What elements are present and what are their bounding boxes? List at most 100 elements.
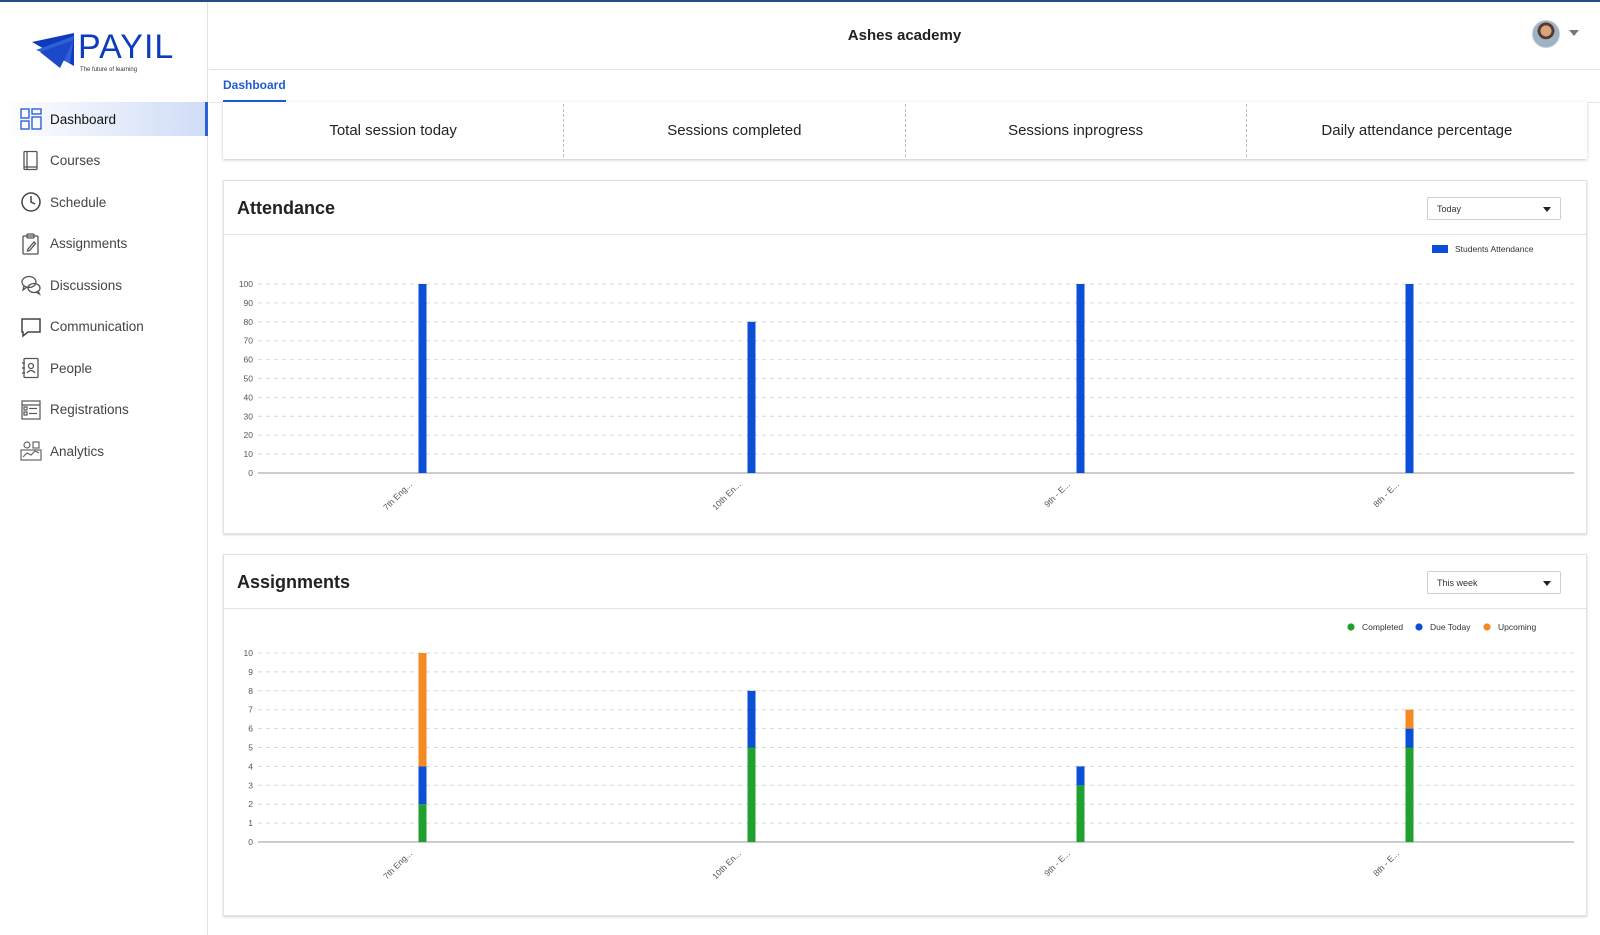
y-tick-label: 6 <box>248 724 253 734</box>
y-tick-label: 2 <box>248 799 253 809</box>
bar-due-today <box>747 690 756 748</box>
clipboard-icon <box>20 232 42 255</box>
caret-down-icon <box>1543 581 1551 586</box>
sidebar-item-label: Discussions <box>50 277 123 293</box>
bar-students-attendance <box>418 284 427 473</box>
form-icon <box>20 399 42 421</box>
legend-dot <box>1347 623 1355 631</box>
x-tick-label: 10th En... <box>710 479 743 512</box>
sidebar-item-label: Schedule <box>50 194 107 210</box>
brand-name: PAYIL <box>78 28 175 66</box>
page-title: Ashes academy <box>847 27 962 44</box>
y-tick-label: 9 <box>248 667 253 677</box>
bar-due-today <box>1405 728 1414 748</box>
sidebar-item-analytics[interactable]: Analytics <box>0 434 208 468</box>
analytics-icon <box>20 440 42 462</box>
x-tick-label: 8th - E... <box>1371 848 1401 878</box>
y-tick-label: 1 <box>248 818 253 828</box>
book-icon <box>20 150 42 172</box>
assignments-period-value: This week <box>1437 578 1478 588</box>
message-icon <box>20 316 42 338</box>
brand-logo[interactable]: PAYIL The future of learning <box>30 26 180 76</box>
legend-label: Students Attendance <box>1455 244 1534 254</box>
y-tick-label: 4 <box>248 761 253 771</box>
sidebar-item-registrations[interactable]: Registrations <box>0 393 208 427</box>
bar-due-today <box>418 766 427 805</box>
y-tick-label: 10 <box>244 449 254 459</box>
top-accent-line <box>0 0 1600 2</box>
caret-down-icon <box>1543 207 1551 212</box>
attendance-chart: 0 10 20 30 40 50 60 70 80 90 100 7th Eng... 10th En.… <box>239 244 1574 512</box>
assignments-period-select[interactable]: This week <box>1427 571 1561 594</box>
y-tick-label: 100 <box>239 279 253 289</box>
payil-logo-icon <box>32 33 74 68</box>
stat-sessions-inprogress: Sessions inprogress <box>906 104 1247 157</box>
y-tick-label: 70 <box>244 336 254 346</box>
y-tick-label: 30 <box>244 411 254 421</box>
bar-completed <box>1076 785 1085 842</box>
bar-completed <box>747 747 756 842</box>
attendance-title: Attendance <box>237 198 336 218</box>
stat-daily-attendance: Daily attendance percentage <box>1321 122 1513 139</box>
assignments-chart: 0 1 2 3 4 5 6 7 8 9 10 7th Eng... 10th En... 9th - E.… <box>244 622 1574 881</box>
contacts-icon <box>20 357 42 379</box>
assignments-card: Assignments This week 0 1 2 3 4 5 6 7 8 9 10 7th En… <box>223 554 1587 916</box>
assignments-title: Assignments <box>237 572 351 592</box>
tab-dashboard[interactable]: Dashboard <box>223 78 286 102</box>
bar-completed <box>418 804 427 842</box>
stat-total-sessions: Total session today <box>223 104 565 157</box>
y-tick-label: 20 <box>244 430 254 440</box>
stats-bar: Total session today Sessions completed S… <box>223 102 1587 159</box>
sidebar-item-label: Communication <box>50 319 144 334</box>
y-tick-label: 7 <box>248 705 253 715</box>
y-tick-label: 10 <box>244 648 254 658</box>
legend-label: Upcoming <box>1498 622 1537 632</box>
sidebar: PAYIL The future of learning Dashboard C… <box>0 2 208 935</box>
top-header: Ashes academy <box>209 2 1600 70</box>
assignments-card-header: Assignments This week <box>224 555 1586 609</box>
bar-students-attendance <box>1076 284 1085 473</box>
sidebar-item-label: Dashboard <box>50 111 117 127</box>
sidebar-nav: Dashboard Courses Schedule Assignments D… <box>0 102 208 476</box>
y-tick-label: 0 <box>248 468 253 478</box>
bar-completed <box>1405 747 1414 842</box>
sidebar-item-label: Registrations <box>50 402 129 417</box>
sidebar-item-dashboard[interactable]: Dashboard <box>0 102 208 136</box>
sidebar-item-discussions[interactable]: Discussions <box>0 268 208 302</box>
sidebar-item-schedule[interactable]: Schedule <box>0 185 208 219</box>
legend-label: Due Today <box>1430 622 1471 632</box>
sidebar-item-label: Courses <box>50 153 101 168</box>
bar-students-attendance <box>747 321 756 473</box>
stat-sessions-completed: Sessions completed <box>564 104 906 157</box>
sidebar-item-people[interactable]: People <box>0 351 208 385</box>
y-tick-label: 8 <box>248 686 253 696</box>
legend-swatch <box>1432 245 1448 253</box>
y-tick-label: 0 <box>248 837 253 847</box>
attendance-period-select[interactable]: Today <box>1427 197 1561 220</box>
y-tick-label: 5 <box>248 743 253 753</box>
x-tick-label: 7th Eng... <box>381 479 414 512</box>
y-tick-label: 3 <box>248 780 253 790</box>
x-tick-label: 9th - E... <box>1042 848 1072 878</box>
bar-students-attendance <box>1405 284 1414 473</box>
user-avatar[interactable] <box>1532 20 1560 48</box>
y-tick-label: 50 <box>244 374 254 384</box>
legend-label: Completed <box>1362 622 1403 632</box>
sidebar-item-courses[interactable]: Courses <box>0 144 208 178</box>
brand-tagline: The future of learning <box>80 67 138 73</box>
sidebar-item-assignments[interactable]: Assignments <box>0 227 208 261</box>
y-tick-label: 40 <box>244 392 254 402</box>
sidebar-item-communication[interactable]: Communication <box>0 310 208 344</box>
y-tick-label: 80 <box>244 317 254 327</box>
bar-upcoming <box>1405 709 1414 729</box>
sidebar-item-label: Analytics <box>50 443 105 459</box>
sidebar-item-label: Assignments <box>50 236 128 251</box>
chat-bubbles-icon <box>20 274 42 296</box>
clock-icon <box>20 191 42 213</box>
y-tick-label: 60 <box>244 355 254 365</box>
y-tick-label: 90 <box>244 298 254 308</box>
attendance-card: Attendance Today 0 10 20 30 40 50 60 70 80 90 100 7… <box>223 180 1587 534</box>
legend-dot <box>1483 623 1491 631</box>
caret-down-icon[interactable] <box>1569 30 1579 36</box>
sidebar-item-label: People <box>50 360 93 376</box>
